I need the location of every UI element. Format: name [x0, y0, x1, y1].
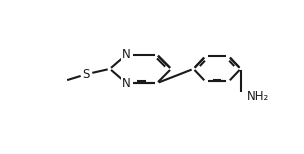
Text: N: N [122, 48, 131, 61]
Text: N: N [122, 77, 131, 90]
Text: NH₂: NH₂ [247, 90, 269, 103]
Text: S: S [83, 68, 90, 81]
